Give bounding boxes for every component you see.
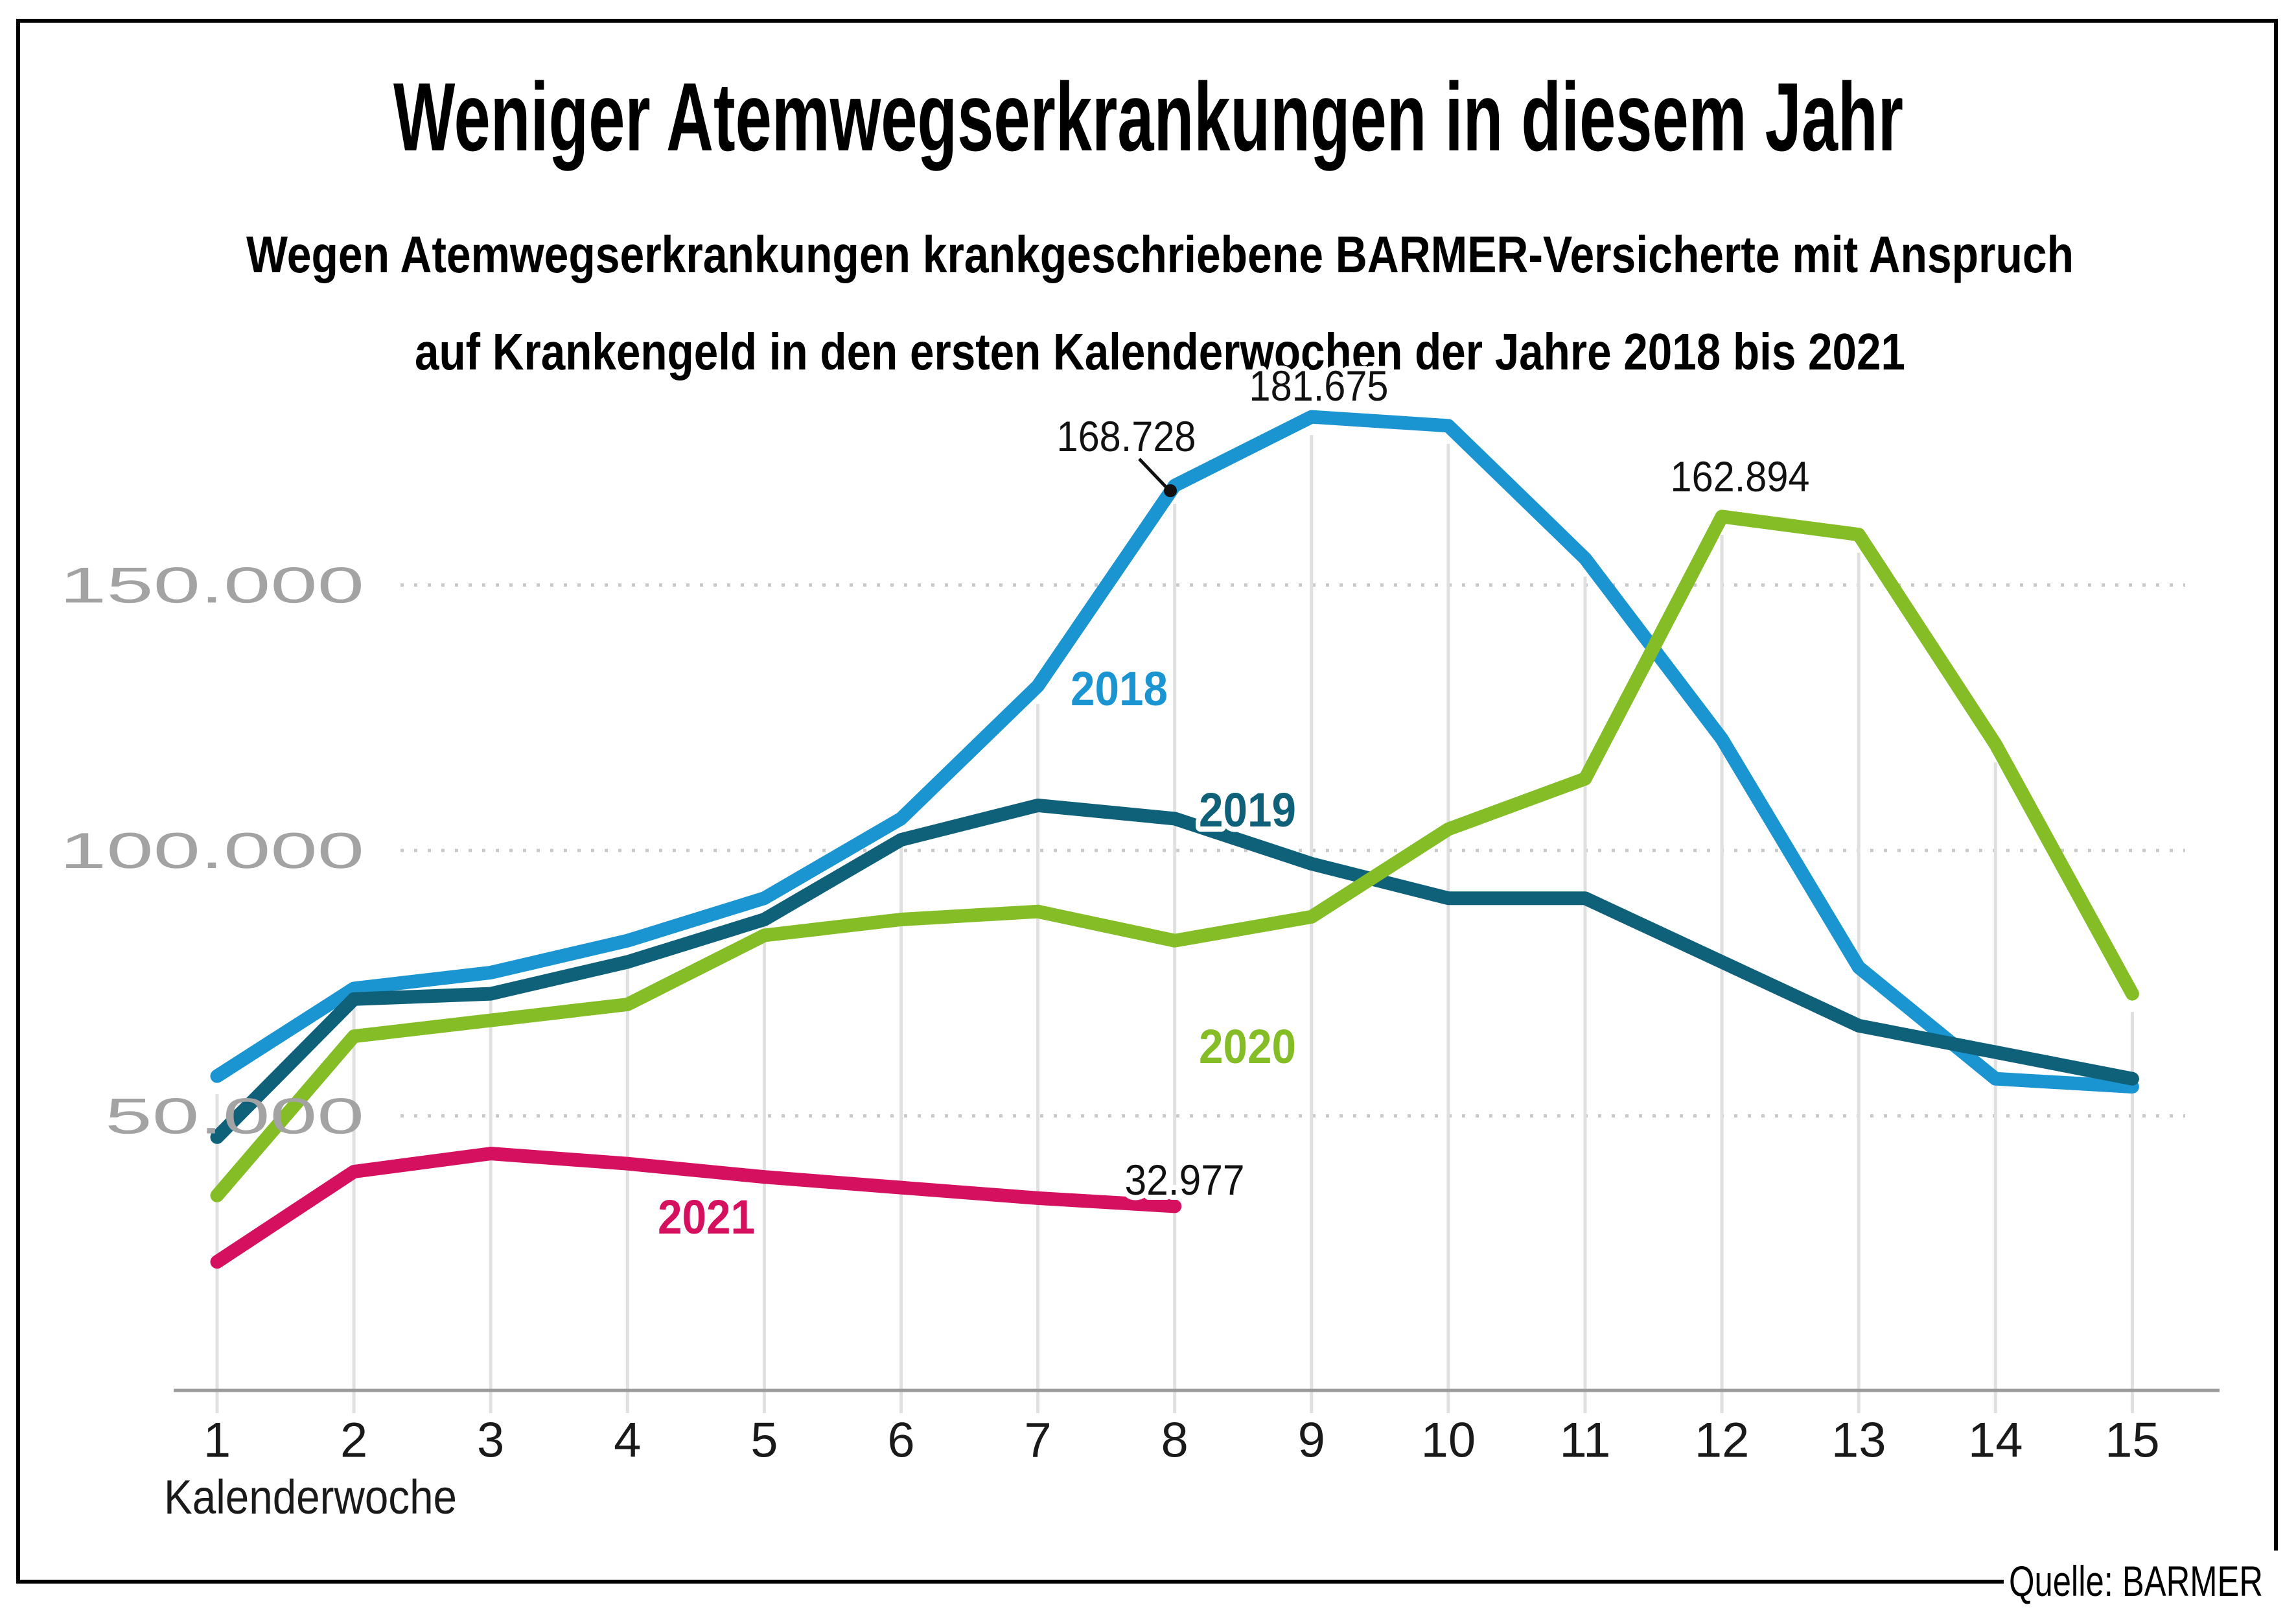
y-axis-label-50000: 50.000	[105, 1088, 364, 1145]
annotation-callout-dot	[1164, 484, 1177, 497]
x-axis-label-2: 2	[340, 1413, 367, 1468]
subtitle-line-2: auf Krankengeld in den ersten Kalenderwo…	[415, 323, 1905, 381]
annotation-peak-2018: 181.675	[1249, 362, 1389, 410]
page-title: Weniger Atemwegserkrankungen in diesem J…	[393, 62, 1903, 171]
series-line-2018	[210, 410, 2139, 1094]
x-axis-label-5: 5	[750, 1413, 778, 1468]
x-axis-label-14: 14	[1968, 1413, 2023, 1468]
series-line-2021	[210, 1147, 1182, 1269]
data-series-lines	[210, 410, 2139, 1269]
x-axis-labels: 1 2 3 4 5 6 7 8 9 10 11 12 13 14 15	[203, 1413, 2160, 1468]
x-axis-label-12: 12	[1695, 1413, 1750, 1468]
x-axis-label-1: 1	[203, 1413, 231, 1468]
x-axis-label-9: 9	[1298, 1413, 1325, 1468]
series-label-2020: 2020	[1199, 1020, 1296, 1073]
annotation-callout-line	[1138, 458, 1168, 489]
x-axis-label-15: 15	[2105, 1413, 2160, 1468]
series-line-2020	[210, 509, 2139, 1202]
x-axis-label-13: 13	[1831, 1413, 1886, 1468]
vertical-gridlines	[215, 435, 2134, 1413]
source-credit: Quelle: BARMER	[2009, 1557, 2263, 1605]
subtitle-line-1: Wegen Atemwegserkrankungen krankgeschrie…	[246, 226, 2074, 283]
series-label-2021: 2021	[658, 1190, 755, 1244]
y-axis-label-150000: 150.000	[60, 557, 364, 614]
annotation-week8-2018: 168.728	[1057, 412, 1196, 460]
x-axis-label-8: 8	[1161, 1413, 1189, 1468]
x-axis-label-6: 6	[887, 1413, 914, 1468]
annotation-peak-2020: 162.894	[1671, 452, 1810, 500]
series-line-2019	[210, 798, 2139, 1144]
x-axis-label-10: 10	[1421, 1413, 1476, 1468]
series-label-2019: 2019	[1199, 783, 1296, 837]
x-axis-label-3: 3	[477, 1413, 504, 1468]
x-axis-label-7: 7	[1024, 1413, 1051, 1468]
series-label-2018: 2018	[1071, 662, 1168, 716]
border-frame	[16, 19, 2278, 1584]
y-axis-labels: 150.000 100.000 50.000	[60, 557, 364, 1145]
y-axis-label-100000: 100.000	[60, 822, 364, 879]
x-axis-label-4: 4	[614, 1413, 641, 1468]
annotation-end-2021: 32.977	[1125, 1156, 1245, 1204]
x-axis-label-11: 11	[1560, 1413, 1611, 1468]
x-axis-title: Kalenderwoche	[164, 1470, 457, 1524]
